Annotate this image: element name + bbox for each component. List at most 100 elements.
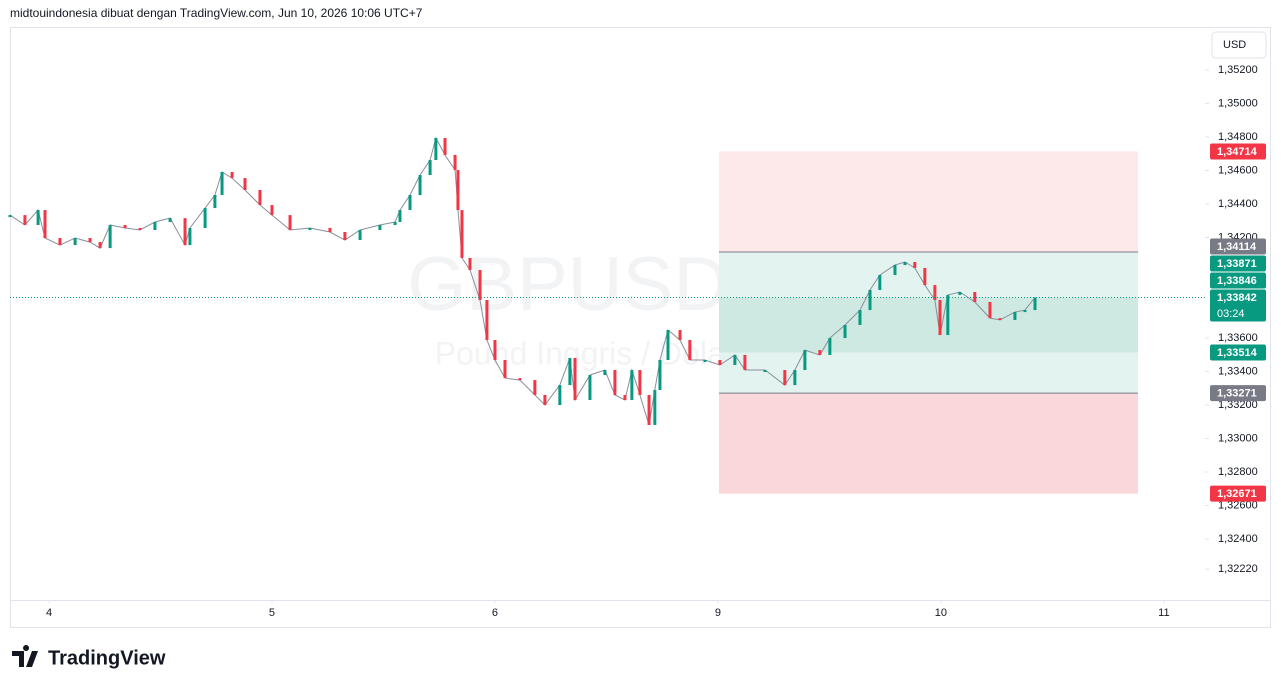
candle <box>903 261 907 266</box>
x-tick-label: 6 <box>492 607 498 619</box>
y-tick-label: 1,32600 <box>1218 499 1258 511</box>
y-tick-label: 1,33400 <box>1218 365 1258 377</box>
candle <box>703 359 707 362</box>
y-tick-label: 1,33200 <box>1218 399 1258 411</box>
candle <box>623 394 627 401</box>
candle <box>1023 310 1027 313</box>
price-tag-label: 1,34714 <box>1217 146 1258 158</box>
candle <box>666 329 670 360</box>
candle <box>603 370 607 376</box>
price-tag <box>1210 344 1266 361</box>
candle <box>378 224 382 231</box>
candle <box>630 370 634 401</box>
candle <box>88 238 92 243</box>
y-tick-label: 1,32800 <box>1218 466 1258 478</box>
candle <box>408 194 412 211</box>
x-tick-label: 11 <box>1158 607 1169 619</box>
candle <box>478 270 482 301</box>
candle <box>43 210 47 239</box>
y-tick-label: 1,35200 <box>1218 64 1258 76</box>
candle <box>793 370 797 386</box>
candle <box>183 218 187 246</box>
logo-text: TradingView <box>48 647 166 669</box>
candle <box>718 359 722 366</box>
candle <box>858 310 862 325</box>
candle <box>328 227 332 233</box>
price-tag <box>1210 289 1266 322</box>
candle <box>803 350 807 371</box>
candle <box>308 227 312 231</box>
candle <box>638 370 642 395</box>
price-tag-label: 1,34114 <box>1217 241 1257 253</box>
chart-frame <box>10 27 1271 628</box>
candle <box>98 242 102 249</box>
x-tick-label: 10 <box>935 607 947 619</box>
y-tick-label: 1,33000 <box>1218 432 1258 444</box>
y-tick-label: 1,32400 <box>1218 533 1258 545</box>
candle <box>973 291 977 303</box>
candle <box>653 389 657 425</box>
candle <box>288 215 292 231</box>
candle <box>988 302 992 319</box>
candle <box>518 378 522 381</box>
candle <box>503 359 507 379</box>
candle <box>203 208 207 228</box>
header: midtouindonesia dibuat dengan TradingVie… <box>10 6 423 20</box>
candle <box>343 232 347 241</box>
candle <box>398 210 402 222</box>
logo-icon <box>12 645 38 667</box>
logo: TradingView <box>12 645 166 669</box>
candle <box>460 210 464 258</box>
candle <box>878 275 882 290</box>
candle <box>188 227 192 246</box>
price-tag-label: 1,32671 <box>1217 488 1257 500</box>
candle <box>123 224 127 228</box>
x-tick-label: 5 <box>269 607 275 619</box>
candle <box>108 224 112 249</box>
candle <box>818 350 822 355</box>
candle <box>658 359 662 390</box>
candle <box>568 357 572 386</box>
price-tag <box>1210 238 1266 255</box>
candle <box>73 238 77 246</box>
candle <box>220 172 224 195</box>
candle <box>258 189 262 206</box>
candle <box>443 138 447 155</box>
candle <box>763 370 767 373</box>
candle <box>168 218 172 222</box>
price-tag-label: 1,33842 <box>1217 292 1257 304</box>
candle <box>230 172 234 179</box>
candle <box>213 194 217 209</box>
price-tag <box>1210 255 1266 272</box>
position-zone <box>719 297 1138 353</box>
y-tick-label: 1,34800 <box>1218 131 1258 143</box>
candle <box>923 268 927 286</box>
price-tag-label: 1,33846 <box>1217 275 1257 287</box>
candle <box>543 394 547 406</box>
currency-label: USD <box>1223 39 1246 51</box>
candle <box>946 294 950 336</box>
candle <box>243 178 247 190</box>
candle <box>358 230 362 241</box>
price-tag-label: 1,33871 <box>1217 258 1257 270</box>
currency-button[interactable] <box>1211 31 1267 59</box>
candle <box>913 261 917 269</box>
price-tag <box>1210 485 1266 502</box>
candle <box>893 265 897 276</box>
candle <box>868 289 872 311</box>
candle <box>647 394 651 425</box>
candle <box>688 340 692 360</box>
position-zone <box>719 151 1138 252</box>
y-tick-label: 1,34600 <box>1218 164 1258 176</box>
candle <box>138 227 142 231</box>
candle <box>743 354 747 371</box>
candle <box>456 170 460 211</box>
candle <box>588 375 592 401</box>
y-tick-label: 1,34400 <box>1218 198 1258 210</box>
candle <box>558 385 562 406</box>
candle <box>843 324 847 339</box>
candle <box>938 300 942 336</box>
candle <box>468 257 472 271</box>
price-tag <box>1210 385 1266 402</box>
